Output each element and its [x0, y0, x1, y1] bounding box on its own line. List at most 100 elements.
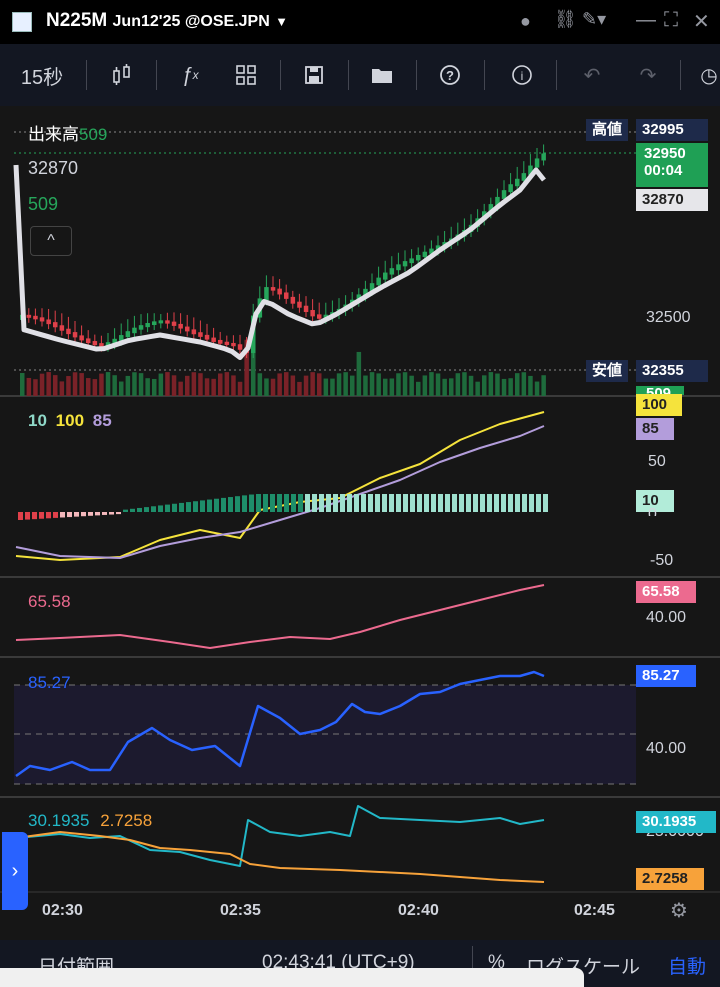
volume-bar [482, 375, 487, 396]
volume-bar [152, 378, 157, 396]
redo-icon[interactable]: ↷ [639, 64, 657, 87]
divider [280, 60, 281, 90]
macd-histogram-bar [431, 494, 436, 512]
macd-histogram-bar [256, 494, 261, 512]
macd-histogram-bar [368, 494, 373, 512]
macd-histogram-bar [389, 494, 394, 512]
macd-histogram-bar [249, 494, 254, 512]
chart-canvas[interactable] [0, 106, 720, 966]
volume-bar [46, 372, 51, 396]
volume-bar [105, 372, 111, 396]
link-icon[interactable]: ⛓ [554, 9, 577, 29]
candle-body [132, 327, 137, 334]
volume-bar [429, 372, 434, 396]
pin-icon[interactable]: ✎▾ [582, 9, 607, 29]
candle-body [53, 322, 58, 328]
macd-histogram-bar [172, 503, 177, 512]
volume-bar [534, 381, 540, 396]
macd-histogram-bar [60, 512, 65, 518]
macd-histogram-bar [291, 494, 296, 512]
symbol-selector[interactable]: N225M Jun12'25 @OSE.JPN ▼ [46, 10, 288, 32]
minimize-icon[interactable]: — [636, 9, 656, 31]
help-icon[interactable]: ? [428, 44, 472, 106]
candle-body [422, 251, 428, 257]
volume-bar [39, 373, 45, 396]
volume-bar [86, 378, 91, 396]
volume-bar [343, 372, 348, 396]
volume-bar [495, 373, 500, 396]
volume-bar [125, 375, 131, 396]
folder-icon[interactable] [360, 44, 404, 106]
gear-icon[interactable]: ⚙ [670, 900, 688, 922]
macd-histogram-bar [270, 494, 275, 512]
volume-bar [53, 375, 58, 396]
countdown: 00:04 [644, 162, 683, 179]
macd-histogram-bar [109, 512, 114, 515]
candle-body [495, 196, 500, 207]
volume-bar [515, 373, 520, 396]
macd-histogram-bar [74, 512, 79, 517]
bottom-overlay [0, 968, 584, 987]
volume-bar [501, 378, 507, 396]
dmi-legend: 30.1935 2.7258 [28, 811, 152, 831]
volume-label: 出来高 [28, 125, 79, 144]
layout-icon[interactable] [224, 44, 268, 106]
volume-bar [264, 378, 269, 396]
divider [484, 60, 485, 90]
volume-bar [541, 375, 546, 396]
macd-histogram-bar [473, 494, 478, 512]
auto-scale-toggle[interactable]: 自動 [668, 957, 707, 978]
macd-axis-0: 0 [648, 506, 657, 516]
close-icon[interactable]: ✕ [693, 11, 710, 33]
moving-average-line [13, 164, 546, 360]
time-label-3: 02:40 [398, 902, 439, 919]
undo-icon[interactable]: ↶ [583, 64, 601, 87]
candle-body [303, 305, 309, 313]
macd-histogram-bar [46, 512, 51, 519]
chat-icon[interactable]: ● [520, 11, 531, 31]
price-value: 32870 [28, 158, 79, 178]
divider [556, 60, 557, 90]
candle-body [435, 245, 441, 251]
collapse-legend-button[interactable]: ^ [30, 226, 72, 256]
title-bar: N225M Jun12'25 @OSE.JPN ▼ ● ⛓ ✎▾ — ⛶ ✕ [0, 0, 720, 44]
macd-histogram-bar [137, 507, 142, 512]
candle-body [409, 258, 414, 264]
volume-bar [211, 378, 216, 396]
macd-histogram-bar [18, 512, 23, 520]
volume-bar [435, 373, 441, 396]
macd-histogram-bar [354, 494, 359, 512]
app-logo-icon [12, 12, 32, 32]
sidebar-toggle-icon[interactable]: › [2, 832, 28, 910]
save-icon[interactable] [292, 44, 336, 106]
volume-bar [33, 379, 38, 396]
candle-icon[interactable] [100, 44, 144, 106]
volume-bar [455, 373, 461, 396]
macd-axis-minus50: -50 [650, 552, 674, 569]
volume-bar [72, 372, 78, 396]
volume-bar [508, 378, 513, 396]
macd-histogram-bar [522, 494, 527, 512]
snapshot-icon[interactable]: ◷ [700, 64, 718, 87]
candle-body [383, 272, 388, 280]
candle-body [416, 254, 421, 261]
candle-body [79, 335, 84, 341]
percent-toggle[interactable]: % [488, 952, 505, 973]
candle-body [508, 184, 513, 193]
chart-area[interactable]: 出来高509 32870 509 ^ 高値 32995 32950 00:04 … [0, 106, 720, 966]
interval-button[interactable]: 15秒 [10, 44, 74, 106]
divider [472, 946, 473, 980]
candle-body [59, 325, 65, 331]
time-label-4: 02:45 [574, 902, 615, 919]
macd-histogram-bar [228, 497, 233, 512]
macd-histogram-bar [25, 512, 30, 520]
volume-bar [449, 378, 454, 396]
candle-body [39, 317, 45, 322]
candle-body [125, 331, 131, 338]
divider [86, 60, 87, 90]
expand-icon[interactable]: ⛶ [664, 9, 678, 31]
stoch-value: 85.27 [28, 673, 71, 692]
info-icon[interactable]: i [500, 44, 544, 106]
candle-body [224, 341, 230, 345]
